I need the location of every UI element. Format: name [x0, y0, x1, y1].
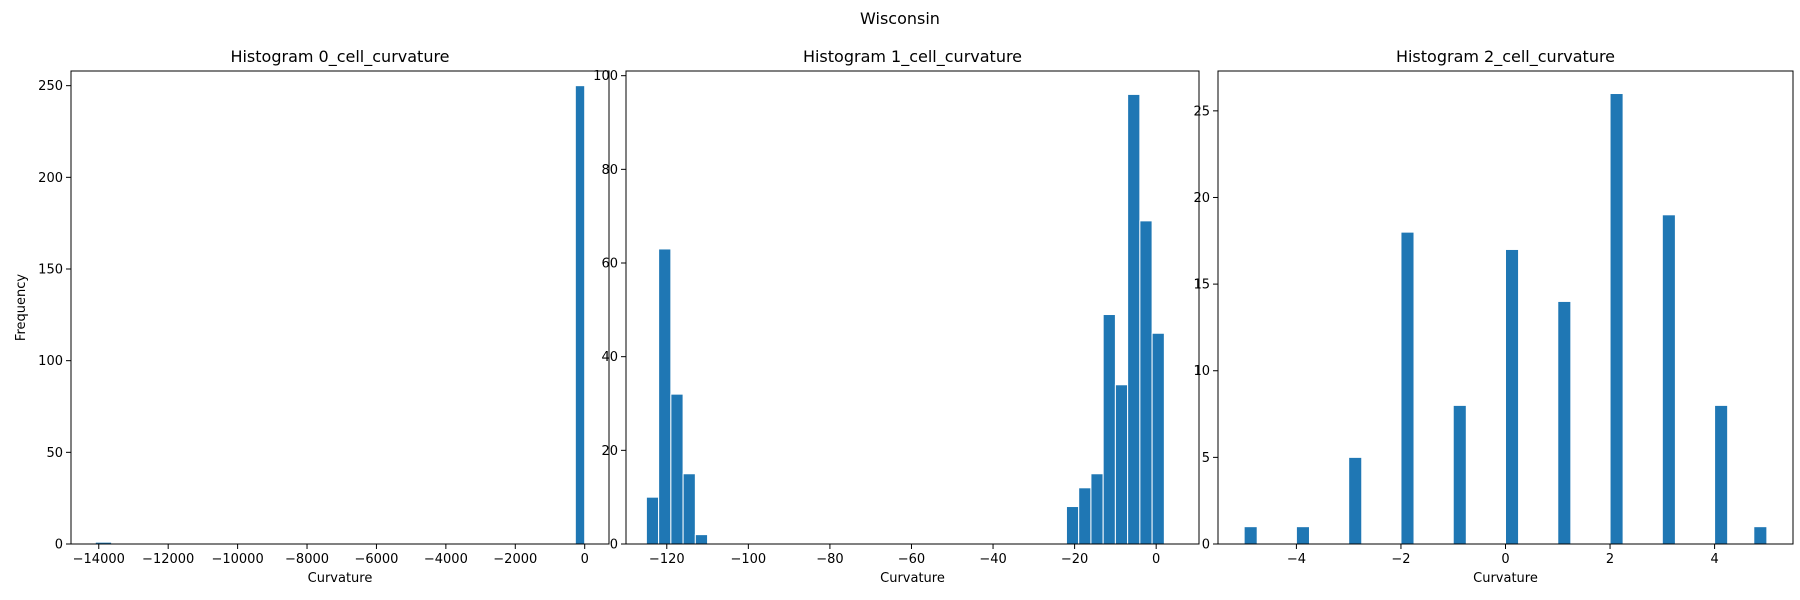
histogram-1-xlabel: Curvature [880, 571, 945, 586]
histogram-0-xtick-label-0: −14000 [73, 552, 125, 567]
histogram-0-ytick-label-3: 150 [38, 263, 63, 278]
figure-title: Wisconsin [860, 9, 940, 28]
histogram-2-xtick-label-3: 2 [1606, 552, 1614, 567]
histogram-1-ytick-label-1: 20 [601, 444, 618, 459]
histogram-1-bar-6 [1078, 487, 1092, 545]
histogram-1-ytick-label-3: 60 [601, 257, 618, 272]
histogram-2-ytick-label-2: 10 [1193, 364, 1210, 379]
histogram-2-xtick-label-0: −4 [1287, 552, 1306, 567]
histogram-2-ytick-label-1: 5 [1202, 451, 1210, 466]
histogram-1-ytick-label-4: 80 [601, 163, 618, 178]
histogram-0-axes-frame [70, 70, 610, 545]
histogram-2-ytick-label-0: 0 [1202, 538, 1210, 553]
histogram-2-title: Histogram 2_cell_curvature [1396, 47, 1615, 67]
histogram-2-bar-3 [1400, 231, 1415, 545]
histogram-1-bar-8 [1102, 314, 1116, 545]
histogram-1-xtick-label-1: −100 [730, 552, 766, 567]
histogram-0-xtick-label-5: −4000 [424, 552, 468, 567]
histogram-1-bar-12 [1151, 332, 1165, 545]
histogram-1-ytick-label-0: 0 [610, 538, 618, 553]
histogram-2-bar-4 [1452, 404, 1467, 545]
histogram-0-xtick-label-3: −8000 [285, 552, 329, 567]
histogram-2-bar-1 [1295, 526, 1310, 545]
histogram-0-ytick-label-2: 100 [38, 354, 63, 369]
histogram-1-bar-2 [670, 393, 684, 545]
histogram-2-bar-8 [1661, 214, 1676, 545]
histogram-1-bar-5 [1065, 506, 1080, 545]
histogram-0-xtick-label-1: −12000 [142, 552, 194, 567]
histogram-2-ytick-label-5: 25 [1193, 104, 1210, 119]
histogram-2-bar-7 [1609, 93, 1624, 545]
histogram-2-bar-0 [1243, 526, 1258, 545]
histogram-1-bar-11 [1139, 220, 1153, 545]
histogram-1-ytick-label-5: 100 [593, 69, 618, 84]
histogram-0-title: Histogram 0_cell_curvature [230, 47, 449, 67]
histogram-0-ytick-label-4: 200 [38, 171, 63, 186]
histogram-0-ytick-label-5: 250 [38, 79, 63, 94]
histogram-1-xtick-label-6: 0 [1152, 552, 1160, 567]
histogram-0-xtick-label-4: −6000 [354, 552, 398, 567]
histogram-2-xtick-label-2: 0 [1501, 552, 1509, 567]
histogram-1-ytick-label-2: 40 [601, 350, 618, 365]
histogram-1-bar-4 [694, 534, 709, 545]
histogram-0-bar-1 [574, 85, 586, 545]
histogram-2-bar-2 [1348, 456, 1363, 545]
histogram-0-ylabel: Frequency [14, 274, 29, 341]
histogram-2-xtick-label-4: 4 [1710, 552, 1718, 567]
histogram-1-xtick-label-0: −120 [649, 552, 685, 567]
histogram-1-title: Histogram 1_cell_curvature [803, 47, 1022, 67]
histogram-1-xtick-label-2: −80 [816, 552, 843, 567]
histogram-0-xlabel: Curvature [308, 571, 373, 586]
histogram-1-xtick-label-5: −20 [1061, 552, 1088, 567]
histogram-1-bar-9 [1114, 384, 1129, 545]
histogram-2-bar-5 [1505, 248, 1520, 545]
histogram-0-xtick-label-7: 0 [581, 552, 589, 567]
histogram-1-bar-10 [1127, 93, 1141, 545]
histogram-0-xtick-label-6: −2000 [493, 552, 537, 567]
histogram-1-bar-7 [1090, 473, 1104, 545]
histogram-0-ytick-label-0: 0 [55, 538, 63, 553]
histogram-0-xtick-label-2: −10000 [211, 552, 263, 567]
histogram-2-xtick-label-1: −2 [1391, 552, 1410, 567]
histogram-0-ytick-label-1: 50 [46, 446, 63, 461]
histogram-1-bar-3 [682, 473, 696, 545]
histogram-2-ytick-label-3: 15 [1193, 278, 1210, 293]
histogram-2-bar-6 [1557, 300, 1572, 545]
histogram-1-xtick-label-4: −40 [979, 552, 1006, 567]
histogram-2-ytick-label-4: 20 [1193, 191, 1210, 206]
histogram-1-xtick-label-3: −60 [898, 552, 925, 567]
histogram-2-bar-9 [1714, 404, 1729, 545]
histogram-1-axes-frame [625, 70, 1200, 545]
histogram-2-bar-10 [1753, 526, 1768, 545]
histogram-2-xlabel: Curvature [1473, 571, 1538, 586]
histogram-1-bar-1 [658, 248, 672, 545]
histogram-1-bar-0 [645, 496, 660, 545]
